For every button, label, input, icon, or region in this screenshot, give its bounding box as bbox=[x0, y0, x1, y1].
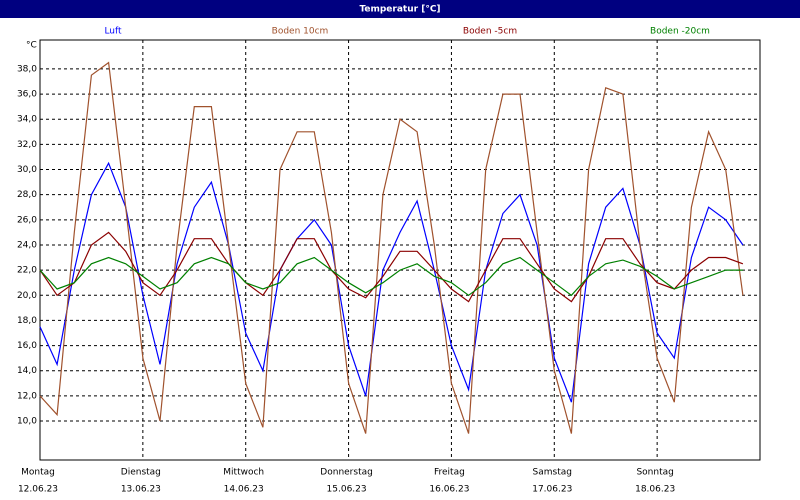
series-line bbox=[39, 161, 744, 403]
title-bar bbox=[0, 0, 800, 18]
x-date-label: 14.06.23 bbox=[224, 485, 264, 495]
y-tick-label: 32,0 bbox=[17, 140, 37, 150]
y-tick-label: 16,0 bbox=[17, 341, 37, 351]
series-line bbox=[39, 231, 744, 303]
plot-frame bbox=[39, 39, 761, 461]
y-tick-label: 34,0 bbox=[17, 115, 37, 125]
y-tick-label: 12,0 bbox=[17, 391, 37, 401]
series-line bbox=[39, 61, 744, 434]
y-tick-label: 20,0 bbox=[17, 291, 37, 301]
x-tick-label: Samstag bbox=[533, 468, 572, 478]
x-tick-label: Donnerstag bbox=[320, 468, 373, 478]
y-tick-label: 30,0 bbox=[17, 165, 37, 175]
x-date-label: 18.06.23 bbox=[635, 485, 675, 495]
x-date-label: 17.06.23 bbox=[532, 485, 572, 495]
x-tick-label: Sonntag bbox=[636, 468, 673, 478]
x-date-label: 16.06.23 bbox=[429, 485, 469, 495]
x-date-label: 12.06.23 bbox=[18, 485, 58, 495]
chart-title: Temperatur [°C] bbox=[359, 5, 440, 15]
legend-label: Boden -20cm bbox=[650, 27, 710, 37]
series-line bbox=[39, 256, 743, 297]
y-tick-label: 10,0 bbox=[17, 417, 37, 427]
y-tick-label: 24,0 bbox=[17, 240, 37, 250]
y-tick-label: 22,0 bbox=[17, 266, 37, 276]
y-tick-label: 14,0 bbox=[17, 366, 37, 376]
x-tick-label: Montag bbox=[21, 468, 55, 478]
y-unit: °C bbox=[26, 41, 37, 51]
x-date-label: 13.06.23 bbox=[121, 485, 161, 495]
x-tick-label: Dienstag bbox=[121, 468, 161, 478]
y-tick-label: 18,0 bbox=[17, 316, 37, 326]
y-tick-label: 38,0 bbox=[17, 64, 37, 74]
y-tick-label: 26,0 bbox=[17, 215, 37, 225]
legend-label: Boden -5cm bbox=[463, 27, 517, 37]
x-date-label: 15.06.23 bbox=[327, 485, 367, 495]
y-tick-label: 28,0 bbox=[17, 190, 37, 200]
x-tick-label: Mittwoch bbox=[223, 468, 264, 478]
y-tick-label: 36,0 bbox=[17, 90, 37, 100]
legend-label: Luft bbox=[104, 27, 122, 37]
legend-label: Boden 10cm bbox=[272, 27, 329, 37]
x-tick-label: Freitag bbox=[434, 468, 465, 478]
